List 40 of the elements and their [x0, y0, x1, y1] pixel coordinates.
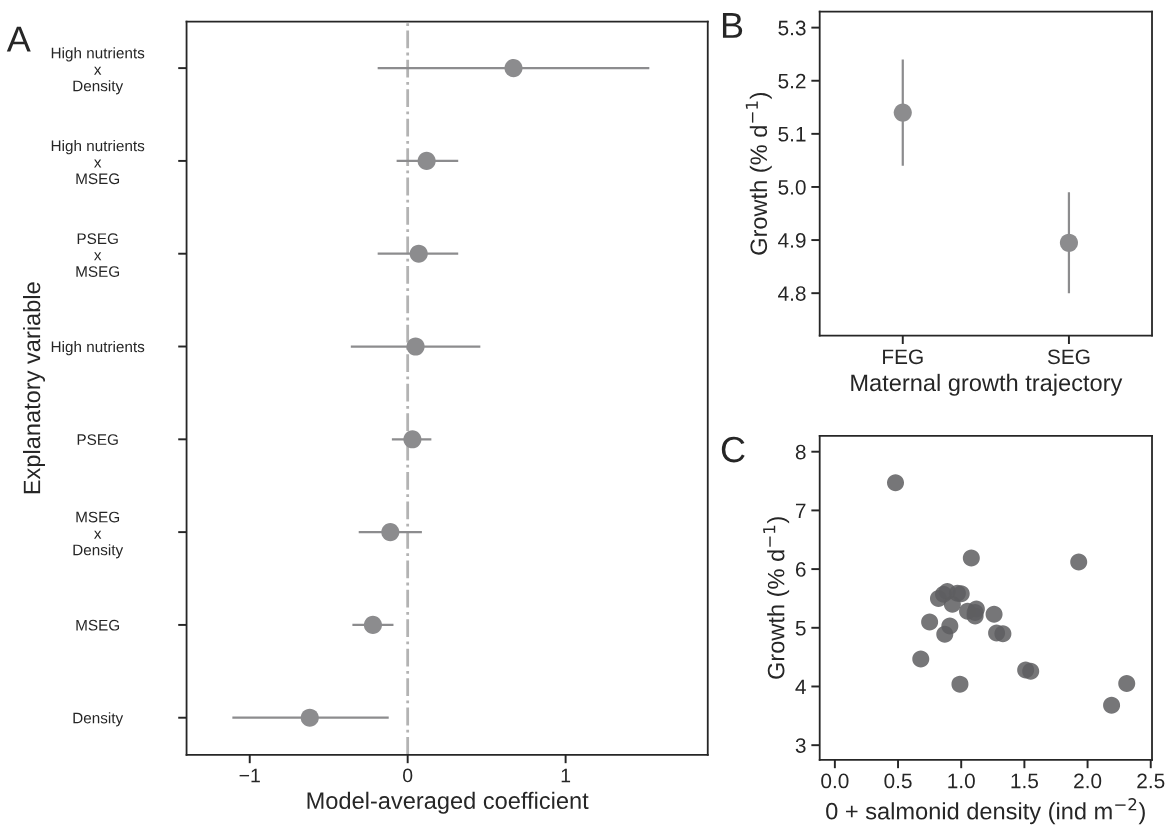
y-tick-label: 8 — [795, 444, 806, 460]
x-axis-title: 0 + salmonid density (ind m$^{−2}$) — [826, 798, 1145, 825]
y-axis-title: Growth (% d$^{−1}$) — [763, 517, 790, 679]
y-tick-label: PSEG — [77, 434, 118, 445]
y-tick-label: Density — [73, 712, 124, 727]
x-axis-title: Maternal growth trajectory — [851, 373, 1123, 396]
chart-title: C — [721, 436, 745, 463]
x-tick-label: 1 — [561, 768, 571, 783]
x-tick-label: 0.0 — [821, 773, 849, 789]
y-tick-label: 7 — [795, 503, 806, 518]
y-tick-label: 4 — [795, 679, 806, 695]
y-axis-title: Explanatory variable — [22, 282, 45, 494]
x-axis-title: Model-averaged coefficient — [307, 791, 589, 814]
y-tick-label: 4.9 — [778, 233, 806, 248]
y-tick-label: High nutrients x MSEG — [51, 140, 145, 185]
y-tick-label: 4.8 — [778, 286, 806, 301]
y-tick-label: 5.0 — [778, 179, 806, 195]
y-tick-label: 5 — [795, 621, 806, 636]
y-tick-label: PSEG x MSEG — [76, 233, 120, 277]
y-tick-label: High nutrients — [51, 340, 145, 356]
y-axis-title: Growth (% d$^{−1}$) — [745, 93, 772, 255]
y-tick-label: High nutrients x Density — [51, 47, 145, 95]
chart-title: B — [722, 13, 743, 38]
y-tick-label: 5.1 — [778, 127, 806, 142]
x-tick-label: 1.0 — [948, 773, 975, 789]
x-tick-label: 1.5 — [1011, 773, 1038, 789]
x-tick-label: −1 — [239, 768, 260, 783]
y-tick-label: 6 — [795, 562, 806, 577]
x-tick-label: FEG — [883, 349, 923, 365]
chart-title: A — [6, 26, 31, 52]
y-tick-label: 3 — [795, 738, 806, 753]
y-tick-label: MSEG x Density — [73, 511, 124, 559]
y-tick-label: 5.3 — [778, 20, 806, 36]
x-tick-label: 0.5 — [884, 773, 912, 789]
x-tick-label: SEG — [1047, 349, 1090, 365]
y-tick-label: 5.2 — [778, 73, 806, 89]
x-tick-label: 2.0 — [1074, 773, 1102, 789]
x-tick-label: 0 — [403, 768, 413, 783]
y-tick-label: MSEG — [76, 619, 120, 631]
x-tick-label: 2.5 — [1137, 773, 1165, 789]
